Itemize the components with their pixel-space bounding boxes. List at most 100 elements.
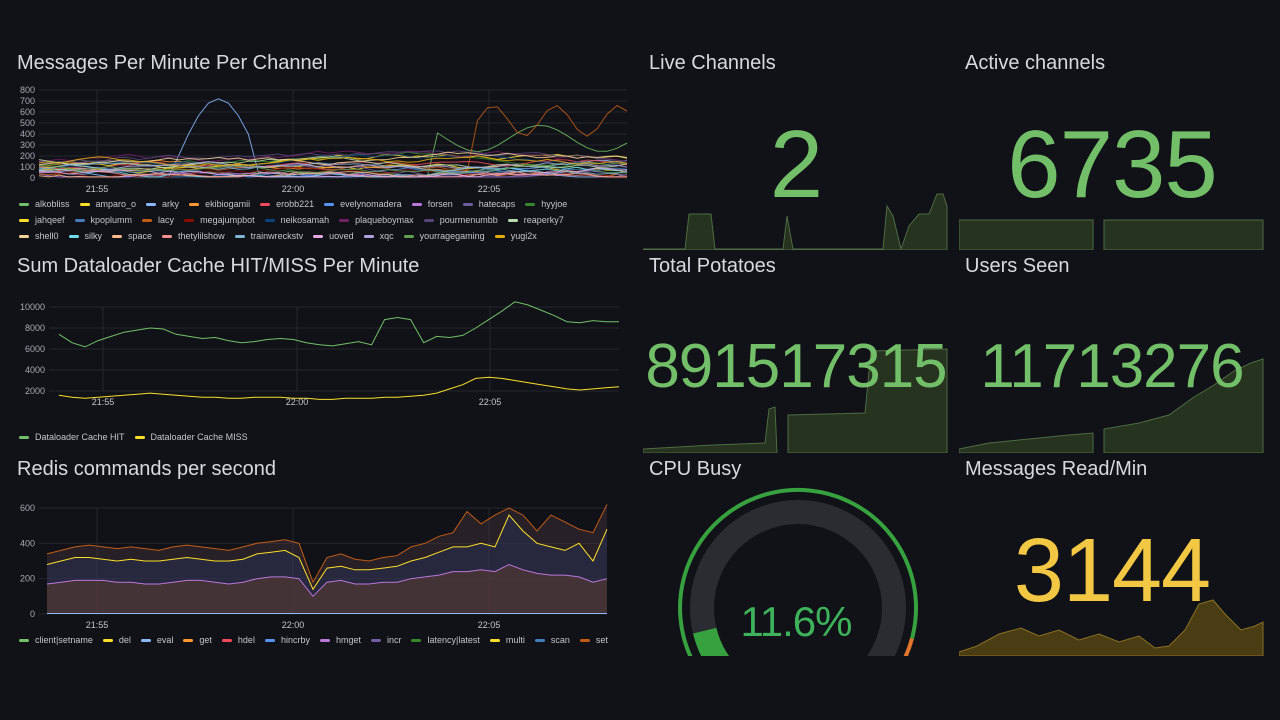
legend-item[interactable]: forsen [411,196,453,212]
panel-messages-read[interactable]: Messages Read/Min 3144 [959,458,1265,656]
legend-item[interactable]: latency|latest [411,632,480,648]
series-line [58,301,619,348]
y-tick-label: 700 [20,96,35,106]
legend-swatch [264,638,275,642]
legend-label: space [128,231,153,241]
legend-item[interactable]: kpoplumm [74,212,132,228]
legend-item[interactable]: yourragegaming [403,228,485,244]
y-tick-label: 800 [20,86,35,95]
legend-swatch [423,218,434,222]
legend-item[interactable]: silky [68,228,102,244]
series-line [38,155,628,167]
legend-item[interactable]: hatecaps [462,196,515,212]
legend-swatch [260,202,271,206]
legend-item[interactable]: get [183,632,212,648]
legend-label: xqc [379,231,394,241]
x-tick-label: 21:55 [92,397,115,407]
legend-item[interactable]: incr [370,632,402,648]
legend-item[interactable]: megajumpbot [184,212,255,228]
panel-title: Active channels [965,52,1106,74]
redis-chart[interactable]: 600 400 200 0 21:55 22:00 22:05 [17,498,629,633]
y-tick-label: 6000 [25,344,45,354]
panel-live-channels[interactable]: Live Channels 2 [643,52,949,250]
y-tick-label: 100 [20,162,35,172]
legend-item[interactable]: del [102,632,131,648]
legend-label: thetylilshow [178,231,225,241]
panel-title: Users Seen [965,255,1070,277]
x-tick-label: 22:00 [282,620,305,630]
legend-label: neikosamah [280,215,330,225]
legend-item[interactable]: erobb221 [260,196,314,212]
legend-item[interactable]: alkobliss [19,196,70,212]
legend-item[interactable]: jahqeef [19,212,65,228]
gauge-threshold [678,487,918,656]
legend-label: yourragegaming [419,231,485,241]
legend-swatch [534,638,545,642]
panel-dataloader-cache[interactable]: Sum Dataloader Cache HIT/MISS Per Minute… [17,255,629,451]
legend-label: client|setname [35,635,93,645]
cpu-gauge [678,487,918,656]
legend-swatch [339,218,350,222]
legend-item[interactable]: xqc [363,228,394,244]
legend-item[interactable]: hincrby [264,632,310,648]
series-area [47,515,607,614]
legend-item[interactable]: evelynomadera [324,196,402,212]
legend-swatch [579,638,590,642]
legend-swatch [140,638,151,642]
panel-total-potatoes[interactable]: Total Potatoes 891517315 [643,255,949,453]
legend-label: incr [386,635,402,645]
messages-read-sparkline [959,599,1264,656]
legend-item[interactable]: space [112,228,152,244]
legend-item[interactable]: Dataloader Cache MISS [134,429,248,445]
panel-users-seen[interactable]: Users Seen 11713276 [959,255,1265,453]
legend-item[interactable]: Dataloader Cache HIT [19,429,125,445]
legend-swatch [313,234,324,238]
y-tick-label: 400 [20,129,35,139]
legend-item[interactable]: ekibiogamii [189,196,250,212]
x-tick-label: 22:05 [478,184,501,194]
legend-item[interactable]: set [579,632,608,648]
legend-item[interactable]: hdel [221,632,255,648]
panel-messages-per-channel[interactable]: Messages Per Minute Per Channel 800 700 60… [17,52,629,248]
series-line [46,504,608,584]
legend-label: trainwreckstv [250,231,304,241]
active-channels-sparkline [959,219,1264,250]
legend-swatch [264,218,275,222]
cpu-busy-value: 11.6% [740,598,853,645]
legend-swatch [411,638,422,642]
legend-item[interactable]: client|setname [19,632,93,648]
legend-item[interactable]: shell0 [19,228,59,244]
live-channels-sparkline [643,193,948,250]
legend-item[interactable]: lacy [142,212,174,228]
legend-label: hmget [335,635,361,645]
legend-item[interactable]: hyyjoe [525,196,567,212]
legend-item[interactable]: arky [146,196,179,212]
legend-item[interactable]: uoved [313,228,354,244]
legend-item[interactable]: plaqueboymax [339,212,414,228]
legend-item[interactable]: neikosamah [264,212,330,228]
legend-item[interactable]: yugi2x [494,228,537,244]
legend-item[interactable]: thetylilshow [162,228,225,244]
panel-redis-commands[interactable]: Redis commands per second 600 400 200 0 21:… [17,458,629,654]
dataloader-chart[interactable]: 10000 8000 6000 4000 2000 21:55 22:00 22:05 [17,289,629,429]
legend-swatch [403,234,414,238]
legend-swatch [19,435,29,439]
legend-item[interactable]: trainwreckstv [234,228,304,244]
legend-item[interactable]: multi [489,632,525,648]
legend-item[interactable]: pourmenumbb [423,212,498,228]
legend-item[interactable]: hmget [319,632,361,648]
series-line [46,563,608,598]
users-seen-value: 11713276 [980,332,1244,401]
panel-cpu-busy[interactable]: CPU Busy 11.6% [643,458,949,656]
legend-swatch [142,218,153,222]
legend-swatch [370,638,381,642]
series-area [47,504,607,614]
legend-item[interactable]: eval [140,632,173,648]
panel-active-channels[interactable]: Active channels 6735 [959,52,1265,250]
y-tick-label: 2000 [25,386,45,396]
legend-item[interactable]: amparo_o [79,196,136,212]
panel-title: CPU Busy [649,458,742,480]
legend-item[interactable]: reaperky7 [507,212,564,228]
legend-item[interactable]: scan [534,632,570,648]
